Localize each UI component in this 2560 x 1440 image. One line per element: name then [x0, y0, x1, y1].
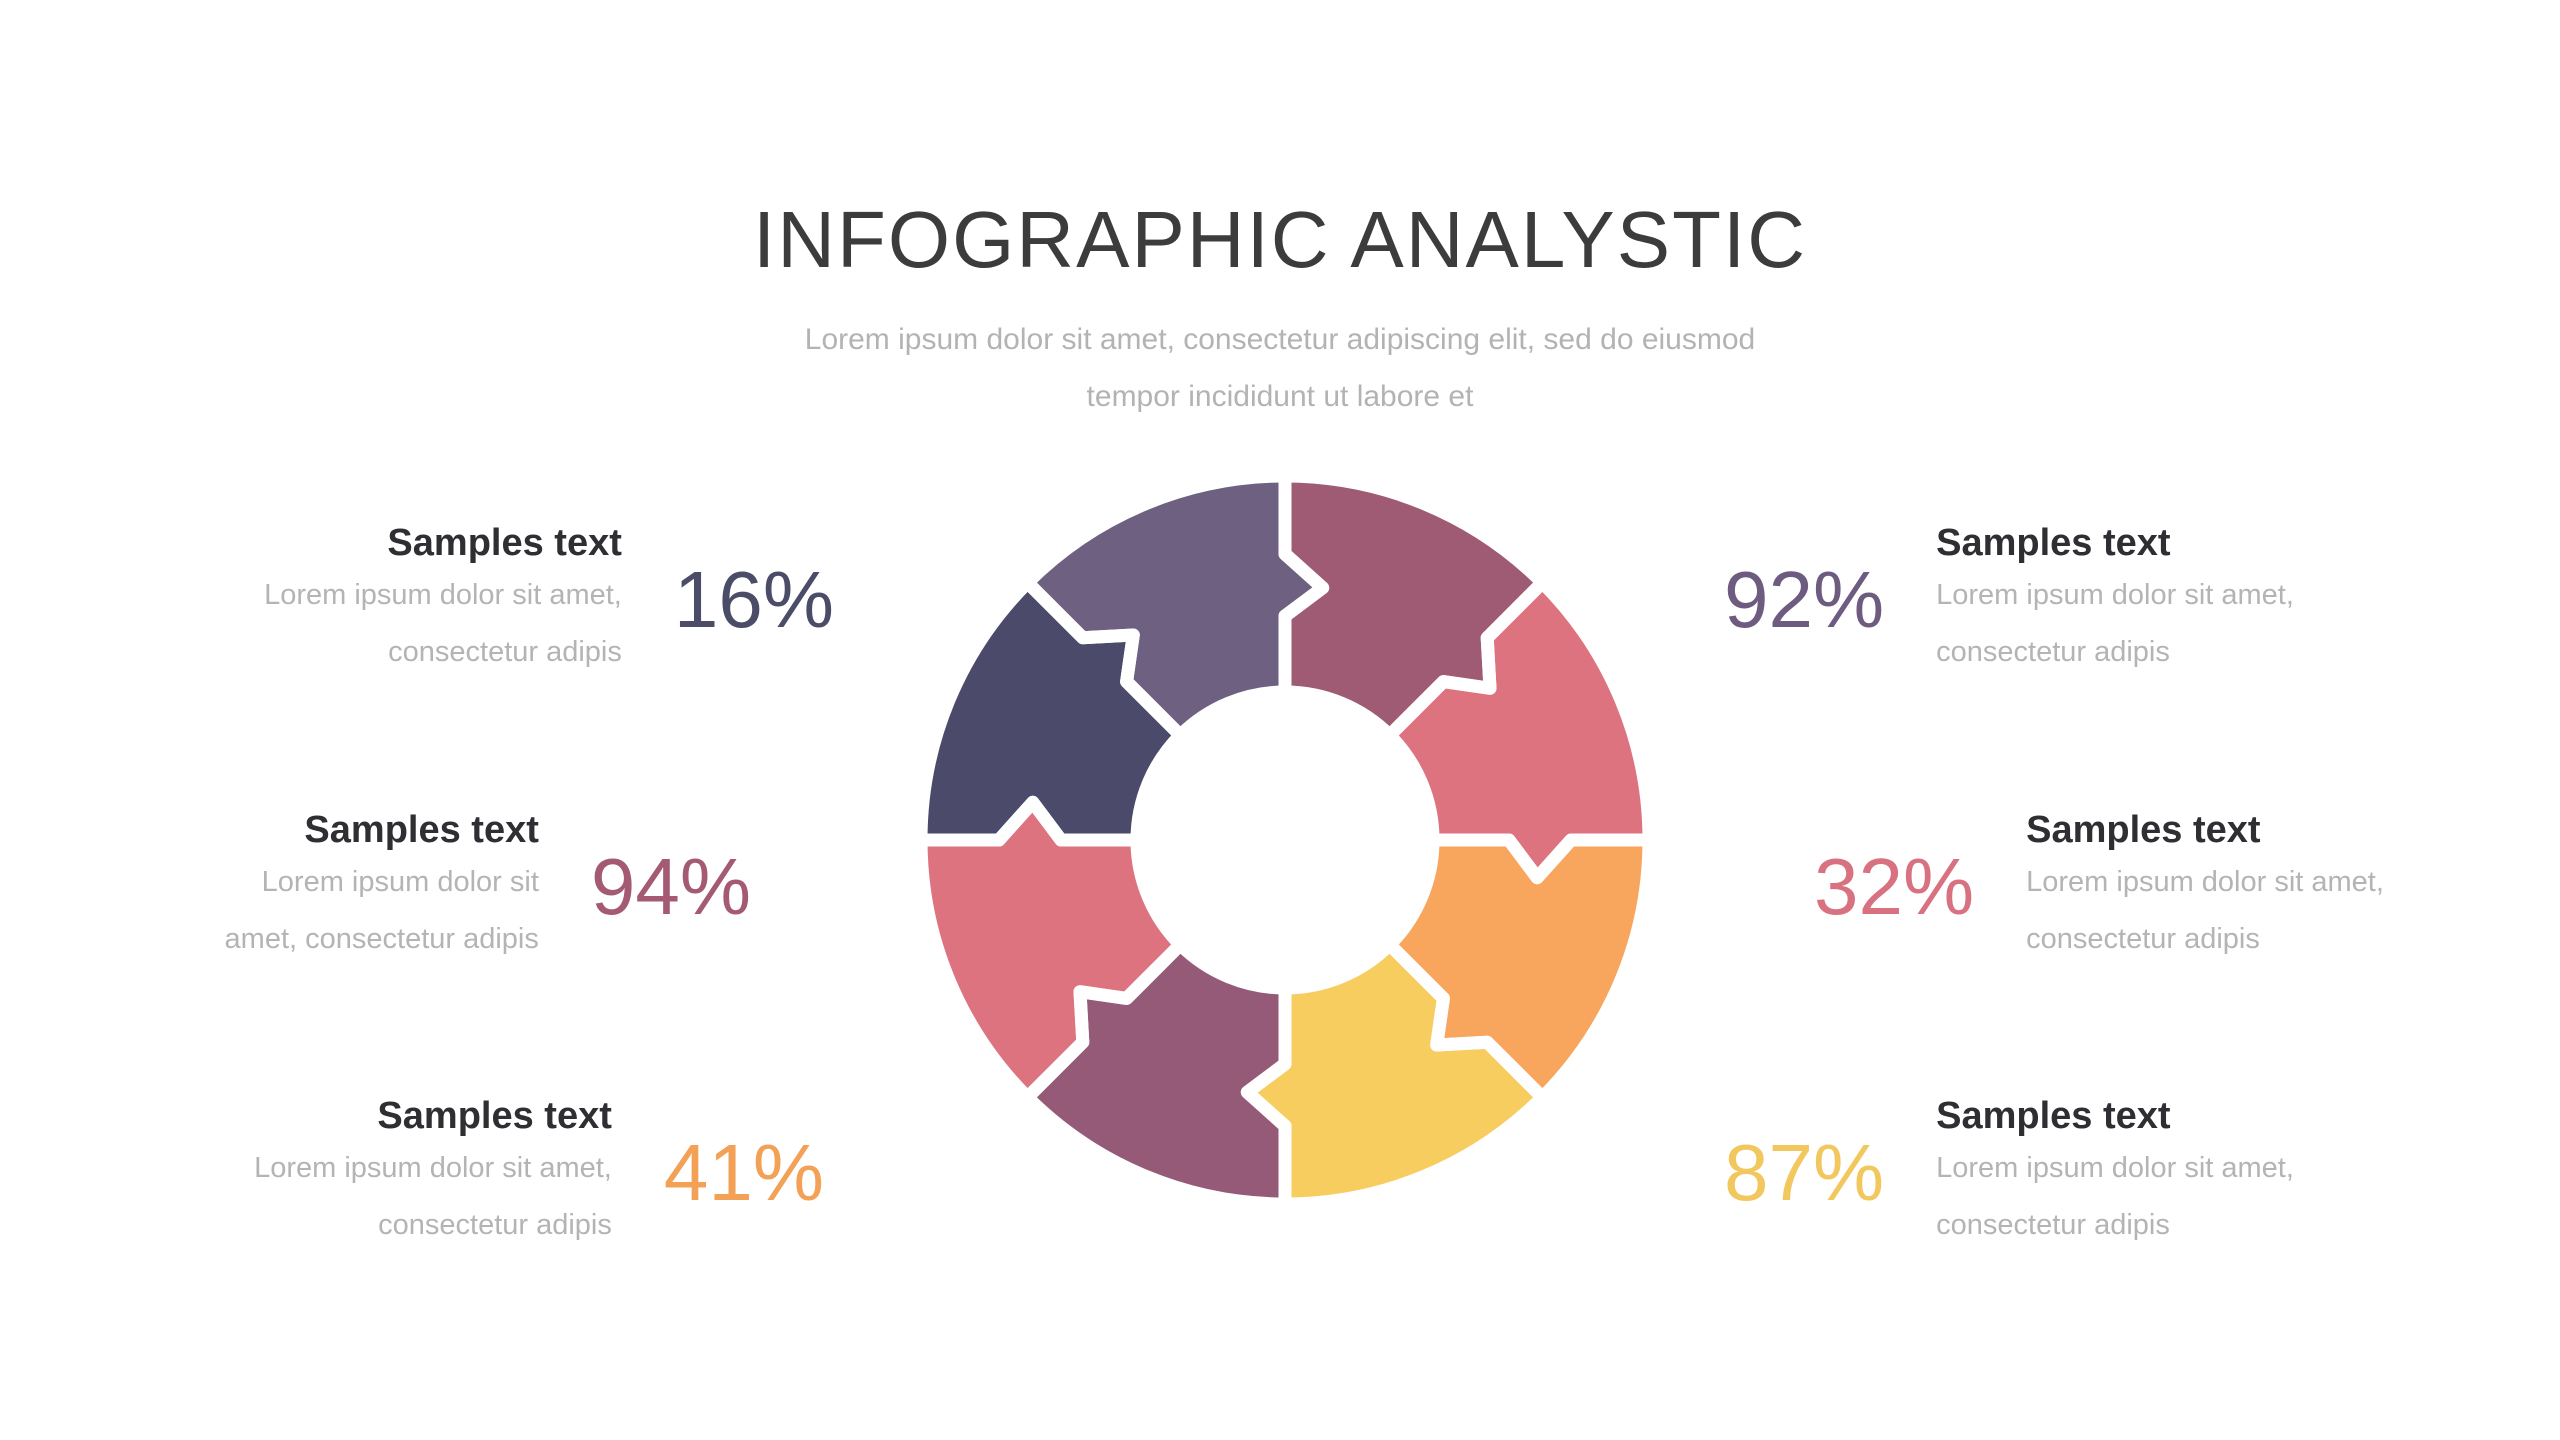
stat-text: Samples text Lorem ipsum dolor sit amet,… — [264, 519, 622, 681]
puzzle-piece — [921, 802, 1181, 1098]
stat-line: consectetur adipis — [1936, 636, 2170, 668]
stat-text: Samples text Lorem ipsum dolor sit amet,… — [1936, 1092, 2294, 1254]
stat-line: Lorem ipsum dolor sit amet, — [2026, 866, 2384, 898]
stat-line: amet, consectetur adipis — [224, 923, 539, 955]
stat-block-94: Samples text Lorem ipsum dolor sit amet,… — [225, 806, 751, 968]
puzzle-piece — [1389, 582, 1649, 878]
stat-heading: Samples text — [387, 522, 622, 564]
stat-percent: 32% — [1814, 842, 1975, 931]
stat-text: Samples text Lorem ipsum dolor sit amet,… — [1936, 519, 2294, 681]
stat-percent: 94% — [590, 842, 751, 931]
puzzle-gap — [1021, 469, 1330, 742]
page-title: INFOGRAPHIC ANALYSTIC — [752, 195, 1808, 284]
stat-line: Lorem ipsum dolor sit — [261, 866, 539, 898]
puzzle-piece — [1027, 944, 1285, 1204]
puzzle-piece — [921, 582, 1181, 840]
stat-block-87: 87% Samples text Lorem ipsum dolor sit a… — [1724, 1092, 2294, 1254]
stat-line: Lorem ipsum dolor sit amet, — [254, 1152, 612, 1184]
stat-line: Lorem ipsum dolor sit amet, — [1936, 579, 2294, 611]
stat-line: consectetur adipis — [2026, 923, 2260, 955]
stat-block-41: Samples text Lorem ipsum dolor sit amet,… — [254, 1092, 824, 1254]
stat-heading: Samples text — [1936, 522, 2171, 564]
puzzle-donut-chart — [914, 469, 1656, 1211]
stat-percent: 41% — [663, 1128, 824, 1217]
puzzle-piece — [1389, 840, 1649, 1098]
stat-block-16: Samples text Lorem ipsum dolor sit amet,… — [264, 519, 834, 681]
stat-line: consectetur adipis — [1936, 1209, 2170, 1241]
subtitle-line-2: tempor incididunt ut labore et — [1086, 380, 1474, 413]
stat-text: Samples text Lorem ipsum dolor sit amet,… — [225, 806, 539, 968]
stat-line: consectetur adipis — [378, 1209, 612, 1241]
subtitle-line-1: Lorem ipsum dolor sit amet, consectetur … — [804, 323, 1756, 356]
puzzle-piece — [1285, 475, 1543, 736]
stat-line: consectetur adipis — [388, 636, 622, 668]
stat-block-92: 92% Samples text Lorem ipsum dolor sit a… — [1724, 519, 2294, 681]
stat-heading: Samples text — [2026, 809, 2261, 851]
stat-heading: Samples text — [304, 809, 539, 851]
page-subtitle: Lorem ipsum dolor sit amet, consectetur … — [0, 311, 2560, 425]
puzzle-piece — [1027, 475, 1323, 736]
stat-text: Samples text Lorem ipsum dolor sit amet,… — [254, 1092, 612, 1254]
stat-percent: 16% — [673, 555, 834, 644]
stat-text: Samples text Lorem ipsum dolor sit amet,… — [2026, 806, 2384, 968]
stat-heading: Samples text — [1936, 1095, 2171, 1137]
stat-percent: 92% — [1724, 555, 1885, 644]
stat-heading: Samples text — [377, 1095, 612, 1137]
stat-percent: 87% — [1724, 1128, 1885, 1217]
stat-line: Lorem ipsum dolor sit amet, — [1936, 1152, 2294, 1184]
stat-block-32: 32% Samples text Lorem ipsum dolor sit a… — [1814, 806, 2384, 968]
stat-line: Lorem ipsum dolor sit amet, — [264, 579, 622, 611]
puzzle-piece — [1247, 944, 1543, 1204]
